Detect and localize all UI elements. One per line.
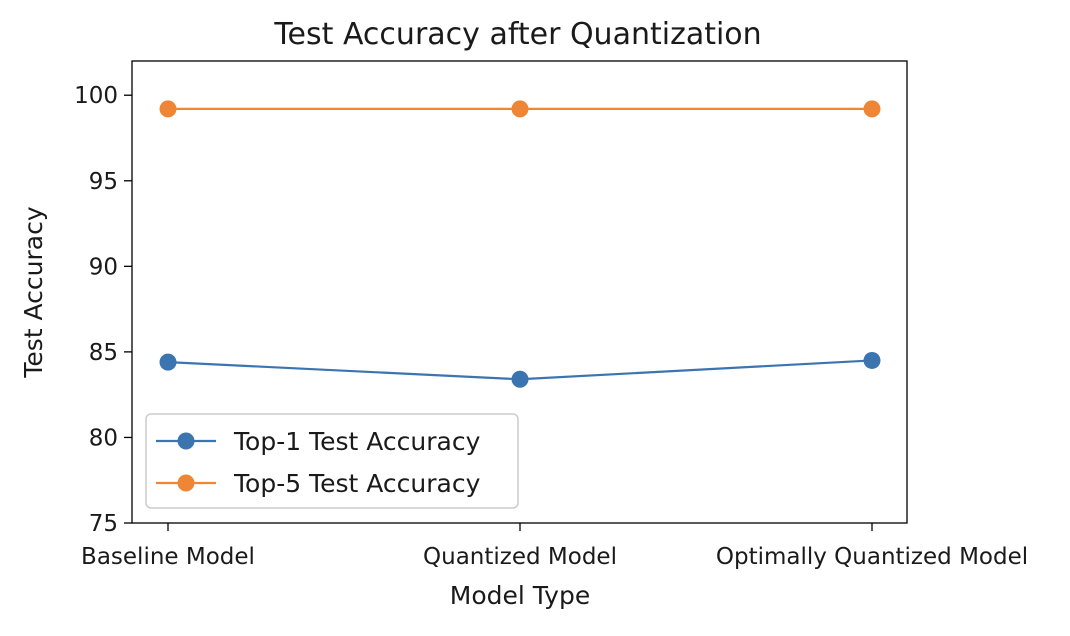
x-axis-label: Model Type	[450, 581, 590, 610]
legend-marker-top1	[177, 432, 195, 450]
y-tick-label: 90	[89, 254, 118, 280]
y-axis-label: Test Accuracy	[19, 206, 48, 379]
data-point-series-2	[511, 100, 529, 118]
legend-marker-top5	[177, 474, 195, 492]
data-point-series-2	[159, 100, 177, 118]
legend-label-top1: Top-1 Test Accuracy	[233, 427, 481, 456]
data-point-series-2	[863, 100, 881, 118]
x-tick-label: Optimally Quantized Model	[716, 544, 1028, 570]
data-point-series-1	[511, 370, 529, 388]
x-tick-label: Baseline Model	[81, 544, 255, 570]
y-tick-label: 100	[74, 83, 118, 109]
legend-box	[145, 413, 519, 509]
legend-label-top5: Top-5 Test Accuracy	[233, 469, 481, 498]
y-tick-label: 75	[89, 511, 118, 537]
y-tick-label: 80	[89, 425, 118, 451]
legend: Top-1 Test Accuracy Top-5 Test Accuracy	[145, 413, 519, 509]
y-tick-label: 95	[89, 169, 118, 195]
x-tick-label: Quantized Model	[423, 544, 617, 570]
chart-title: Test Accuracy after Quantization	[273, 17, 761, 52]
data-point-series-1	[863, 351, 881, 369]
data-point-series-1	[159, 353, 177, 371]
y-tick-label: 85	[89, 340, 118, 366]
